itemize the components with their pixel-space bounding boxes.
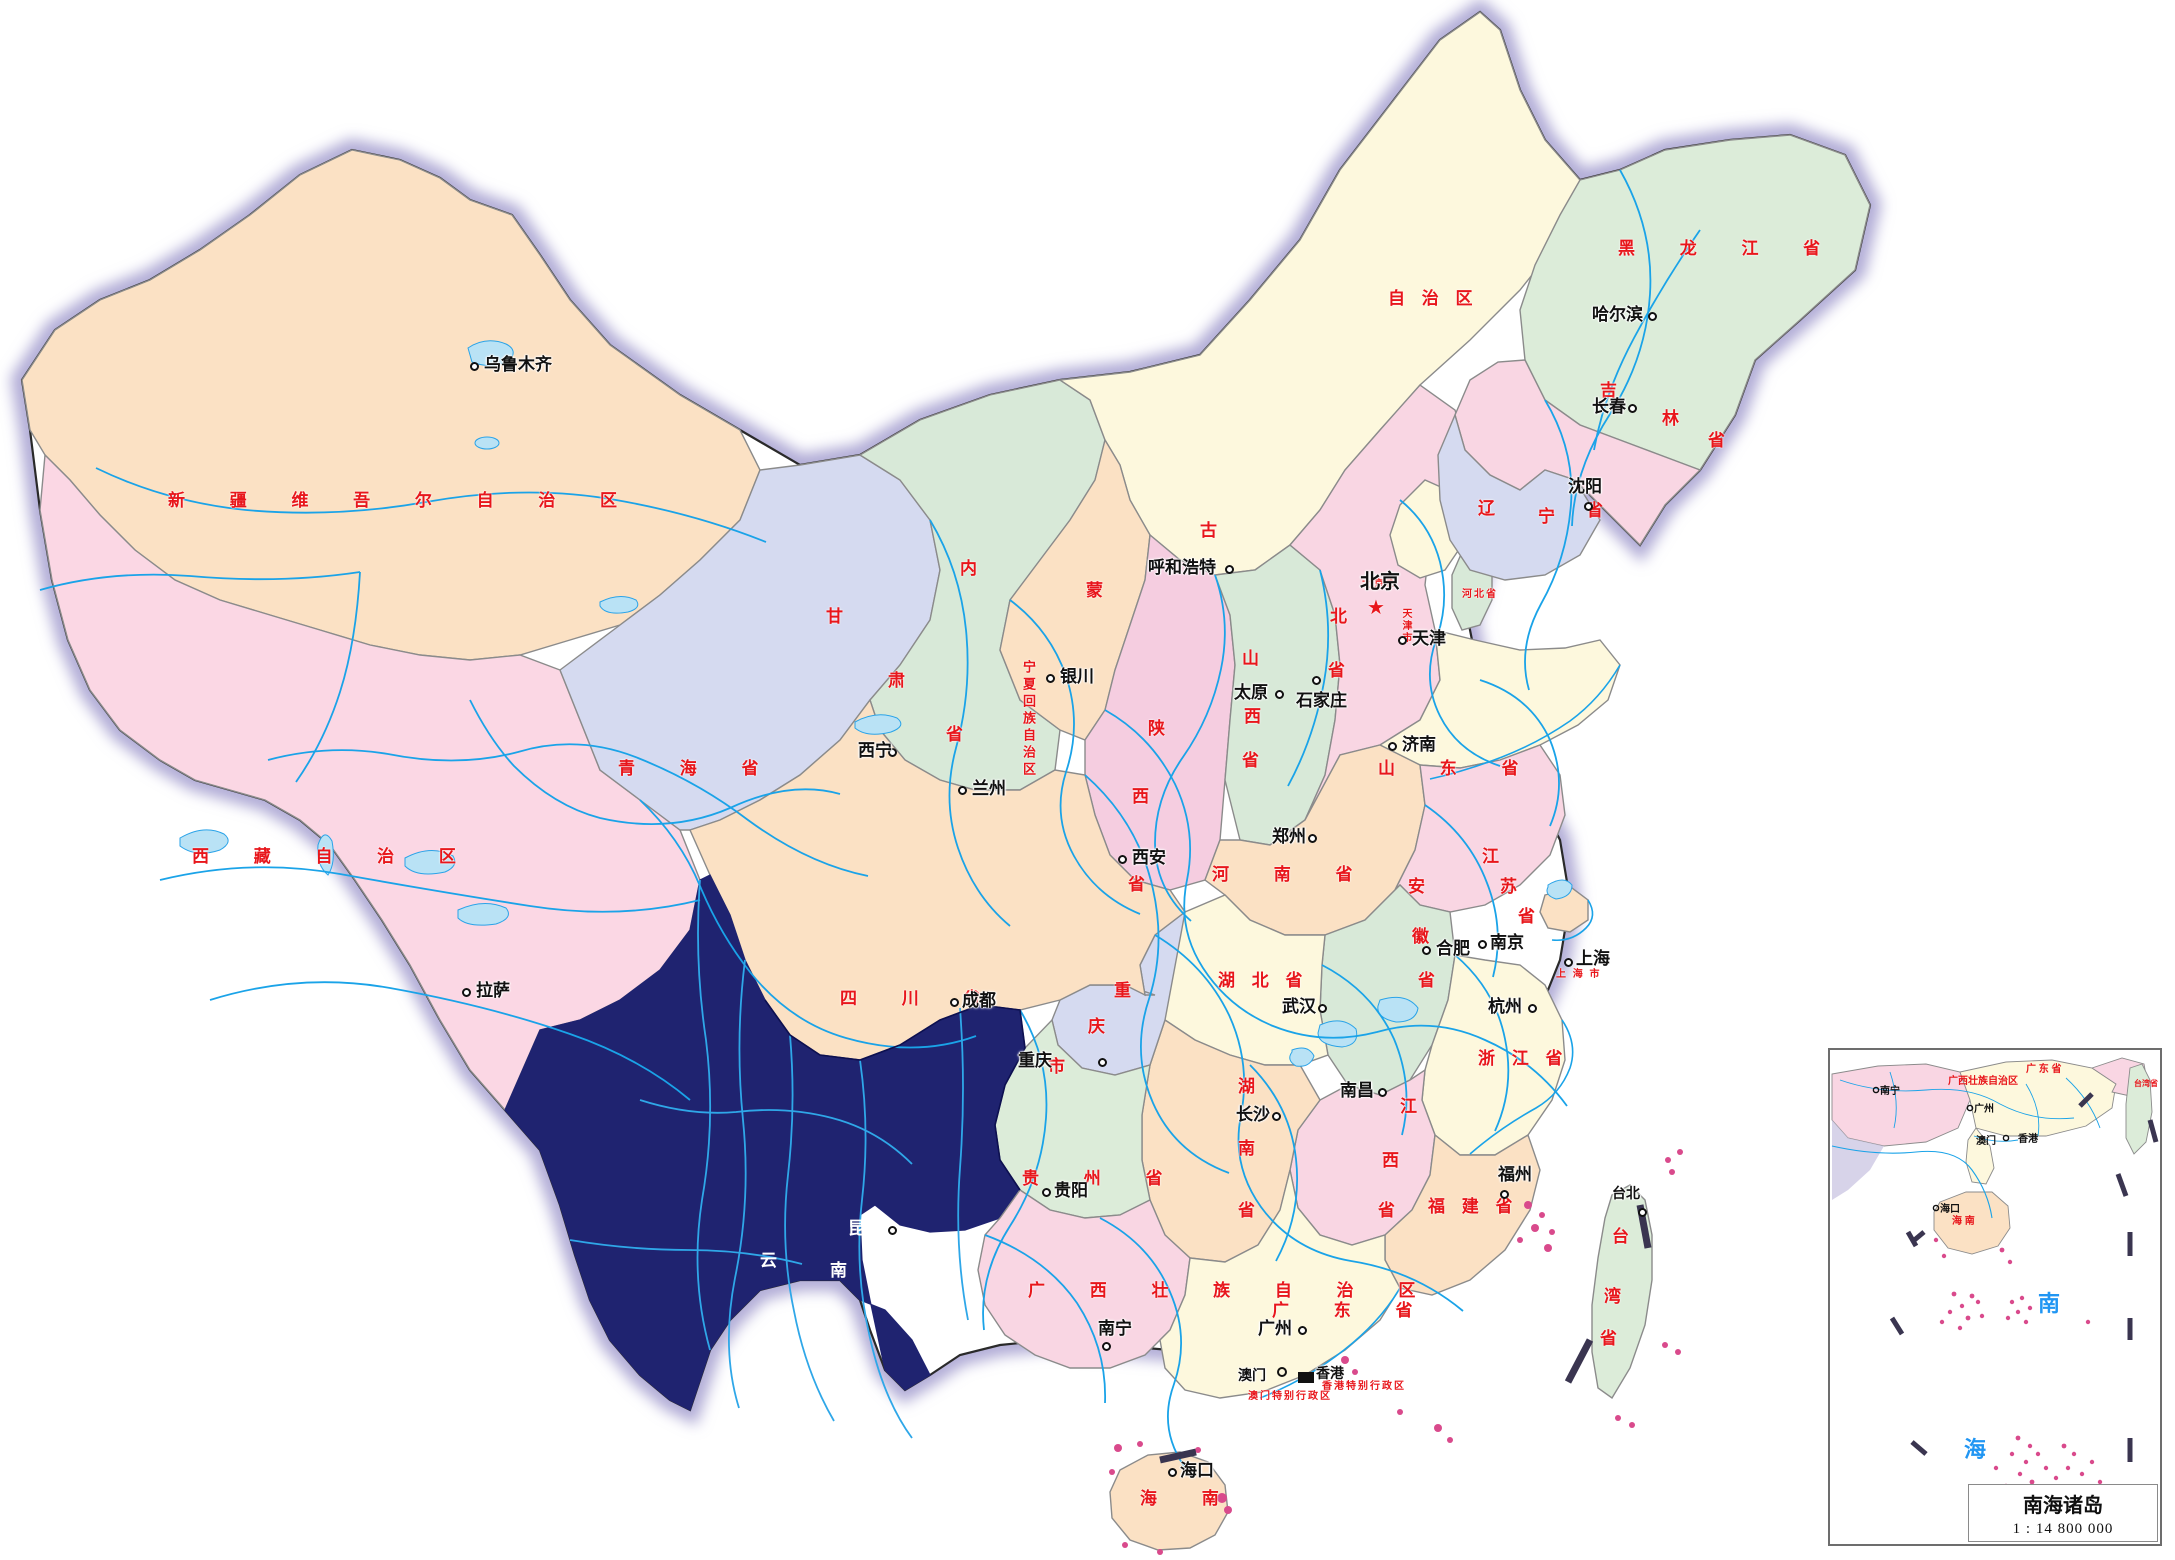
inset-title: 南海诸岛 bbox=[2023, 1494, 2103, 1517]
city-dot-hohhot bbox=[1225, 565, 1234, 574]
province-taiwan bbox=[1591, 1184, 1653, 1400]
inset-label-guangzhou: 广州 bbox=[1974, 1102, 1994, 1115]
inset-label-hongkong: 香港 bbox=[2018, 1132, 2039, 1145]
city-dot-shenyang bbox=[1584, 502, 1593, 511]
inset-island-clusters bbox=[1933, 1237, 2103, 1523]
city-dot-taiyuan bbox=[1275, 690, 1284, 699]
inset-label-macau: 澳门 bbox=[1976, 1134, 1996, 1147]
offshore-islands bbox=[1109, 1149, 1683, 1555]
province-fills bbox=[21, 11, 1871, 1551]
lakes bbox=[179, 340, 1573, 1067]
city-dot-nanning bbox=[1102, 1342, 1111, 1351]
yunnan-rivers bbox=[569, 879, 969, 1439]
inset-label-guangxi: 广西壮族自治区 bbox=[1948, 1074, 2018, 1087]
inset-leizhou bbox=[1965, 1127, 1995, 1185]
inset-scale-box: 南海诸岛 1 : 14 800 000 bbox=[1968, 1484, 2158, 1542]
city-dot-haikou bbox=[1168, 1468, 1177, 1477]
city-dot-yinchuan bbox=[1046, 674, 1055, 683]
inset-label-nanning: 南宁 bbox=[1880, 1084, 1900, 1097]
city-dot-guangzhou bbox=[1298, 1326, 1307, 1335]
city-dot-nanjing bbox=[1478, 940, 1487, 949]
city-dot-xian bbox=[1118, 855, 1127, 864]
inset-label-taiwan: 台湾省 bbox=[2134, 1078, 2158, 1088]
province-heilongjiang bbox=[1519, 134, 1871, 471]
city-dot-lanzhou bbox=[958, 786, 967, 795]
city-dot-chengdu bbox=[950, 998, 959, 1007]
hk-macau-markers bbox=[1277, 1367, 1314, 1383]
city-dot-lhasa bbox=[462, 988, 471, 997]
inset-svg: 广西壮族自治区 广 东 省 海 南 台湾省 广州 南宁 澳门 香港 海口 bbox=[1831, 1057, 2159, 1537]
province-guangxi bbox=[977, 1189, 1191, 1369]
city-dot-taipei bbox=[1638, 1208, 1647, 1217]
south-china-sea-inset: 广西壮族自治区 广 东 省 海 南 台湾省 广州 南宁 澳门 香港 海口 南 海… bbox=[1828, 1048, 2162, 1546]
city-dot-urumqi bbox=[470, 362, 479, 371]
city-dot-fuzhou bbox=[1500, 1190, 1509, 1199]
city-dot-nanchang bbox=[1378, 1088, 1387, 1097]
city-dot-xining bbox=[888, 748, 897, 757]
province-shanghai bbox=[1539, 887, 1589, 933]
city-dot-wuhan bbox=[1318, 1004, 1327, 1013]
inset-guangdong bbox=[1959, 1059, 2117, 1137]
city-dot-shanghai bbox=[1564, 958, 1573, 967]
city-dot-kunming bbox=[888, 1226, 897, 1235]
city-dot-jinan bbox=[1388, 742, 1397, 751]
inset-nine-dash-line bbox=[1889, 1092, 2159, 1537]
inset-label-hainan: 海 南 bbox=[1952, 1214, 1975, 1227]
rivers bbox=[39, 169, 1701, 1467]
province-jilin bbox=[1454, 359, 1702, 547]
province-jiangsu bbox=[1394, 744, 1566, 913]
city-dot-zhengzhou bbox=[1308, 834, 1317, 843]
city-dot-changchun bbox=[1628, 404, 1637, 413]
city-dot-harbin bbox=[1648, 312, 1657, 321]
inset-label-haikou: 海口 bbox=[1940, 1202, 1960, 1215]
inset-scale-text: 1 : 14 800 000 bbox=[2012, 1520, 2114, 1537]
city-dot-changsha bbox=[1272, 1112, 1281, 1121]
city-dot-tianjin bbox=[1398, 636, 1407, 645]
city-dot-chongqing bbox=[1098, 1058, 1107, 1067]
inset-label-guangdong: 广 东 省 bbox=[2026, 1062, 2062, 1075]
inset-hainan bbox=[1933, 1191, 2011, 1255]
inset-taiwan bbox=[2125, 1063, 2153, 1155]
yunnan-outline bbox=[764, 999, 1026, 1191]
city-dot-shijiazhuang bbox=[1312, 676, 1321, 685]
province-fujian bbox=[1384, 1133, 1541, 1296]
city-dot-guiyang bbox=[1042, 1188, 1051, 1197]
city-dot-hefei bbox=[1422, 946, 1431, 955]
coastline bbox=[1259, 664, 1621, 1399]
province-hainan bbox=[1109, 1451, 1229, 1551]
capital-star-beijing: ★ bbox=[1367, 597, 1385, 619]
inset-coastline bbox=[1831, 1145, 1993, 1219]
province-liaoning bbox=[1437, 412, 1601, 581]
inset-boundary-halo bbox=[1832, 1120, 1884, 1200]
city-dot-hangzhou bbox=[1528, 1004, 1537, 1013]
